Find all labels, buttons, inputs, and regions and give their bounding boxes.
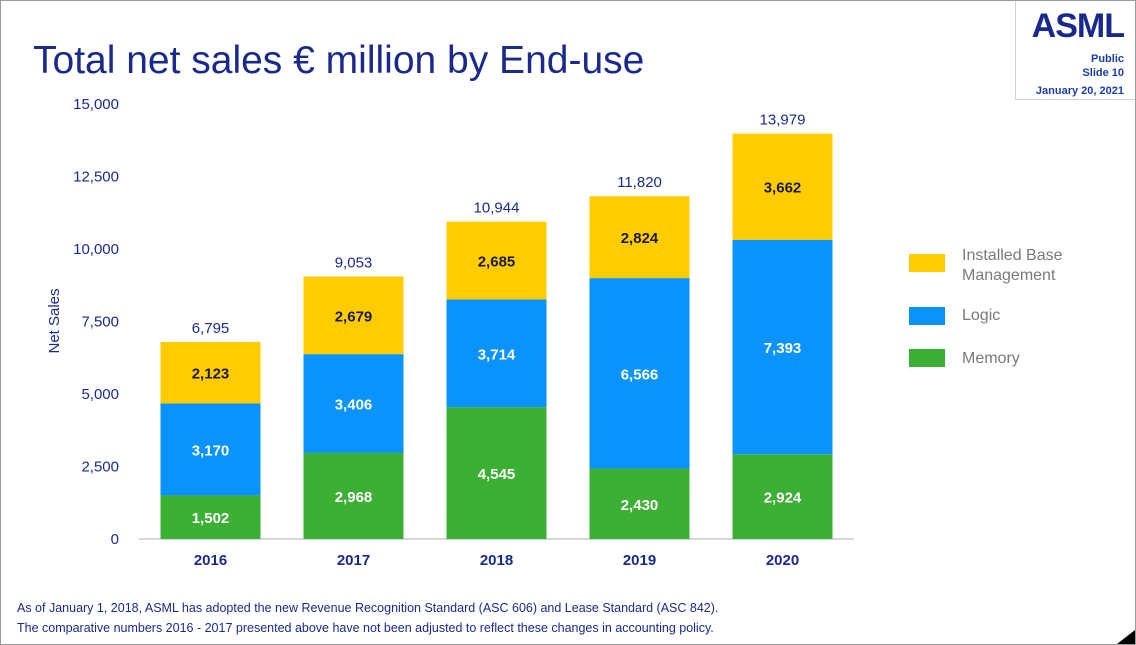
- slide-number: Slide 10: [1082, 67, 1124, 79]
- slide-title: Total net sales € million by End-use: [33, 39, 645, 82]
- bar-data-label: 3,714: [478, 346, 516, 363]
- bar-data-label: 2,685: [478, 254, 516, 271]
- bar-segment-memory: [732, 454, 833, 539]
- bar-total-label: 13,979: [760, 112, 806, 129]
- bar-segment-logic: [589, 278, 690, 469]
- bar-data-label: 2,679: [335, 308, 373, 325]
- bar-data-label: 2,924: [764, 490, 802, 507]
- x-tick-label: 2020: [766, 552, 799, 569]
- bar-data-label: 7,393: [764, 340, 802, 357]
- y-tick-label: 15,000: [73, 96, 119, 113]
- legend-swatch-memory: [909, 349, 945, 367]
- bar-total-label: 11,820: [617, 174, 662, 191]
- bar-total-label: 10,944: [474, 200, 520, 217]
- bar-segment-installed_base: [446, 221, 547, 300]
- bar-data-label: 3,170: [192, 442, 230, 459]
- y-tick-label: 12,500: [73, 169, 119, 186]
- y-tick-label: 2,500: [81, 459, 119, 476]
- bar-segment-logic: [732, 239, 833, 455]
- bar-segment-memory: [160, 495, 261, 539]
- bar-segment-installed_base: [589, 196, 690, 279]
- classification-label: Public: [1090, 53, 1124, 65]
- footnote-line-1: As of January 1, 2018, ASML has adopted …: [17, 601, 719, 615]
- bar-data-label: 2,123: [192, 366, 230, 383]
- bar-total-label: 6,795: [192, 320, 230, 337]
- bar-data-label: 3,406: [335, 397, 373, 414]
- bar-data-label: 2,430: [621, 497, 659, 514]
- logo-panel: ASML Public Slide 10 January 20, 2021: [1015, 1, 1135, 100]
- x-tick-label: 2018: [480, 552, 513, 569]
- legend-swatch-installed-base: [909, 254, 945, 272]
- bar-segment-memory: [589, 468, 690, 539]
- legend-swatch-logic: [909, 307, 945, 325]
- bar-data-label: 4,545: [478, 466, 516, 483]
- y-tick-label: 0: [111, 531, 119, 548]
- y-axis-title: Net Sales: [46, 288, 63, 353]
- x-tick-label: 2016: [194, 552, 227, 569]
- bar-segment-installed_base: [732, 133, 833, 240]
- legend-label-logic: Logic: [962, 307, 1001, 324]
- bar-data-label: 2,824: [621, 230, 659, 247]
- bar-segment-logic: [303, 354, 404, 453]
- bar-data-label: 2,968: [335, 489, 373, 506]
- y-tick-label: 7,500: [81, 314, 119, 331]
- bar-segment-logic: [446, 299, 547, 408]
- bar-segment-memory: [303, 452, 404, 539]
- bar-segment-logic: [160, 403, 261, 496]
- legend-label-memory: Memory: [962, 350, 1020, 367]
- x-tick-label: 2019: [623, 552, 656, 569]
- y-tick-label: 5,000: [81, 386, 119, 403]
- bar-data-label: 3,662: [764, 180, 802, 197]
- page-corner-mark: [1117, 630, 1135, 644]
- x-tick-label: 2017: [337, 552, 370, 569]
- asml-logo: ASML: [1031, 7, 1125, 45]
- footnote-line-2: The comparative numbers 2016 - 2017 pres…: [17, 621, 714, 635]
- bar-total-label: 9,053: [335, 254, 373, 271]
- bar-data-label: 6,566: [621, 366, 659, 383]
- slide-date: January 20, 2021: [1035, 85, 1124, 97]
- bar-segment-installed_base: [160, 341, 261, 404]
- bar-data-label: 1,502: [192, 510, 230, 527]
- bar-segment-installed_base: [303, 276, 404, 355]
- legend-label-installed-base: Installed Base Management: [962, 247, 1063, 284]
- y-tick-label: 10,000: [73, 241, 119, 258]
- bar-segment-memory: [446, 407, 547, 539]
